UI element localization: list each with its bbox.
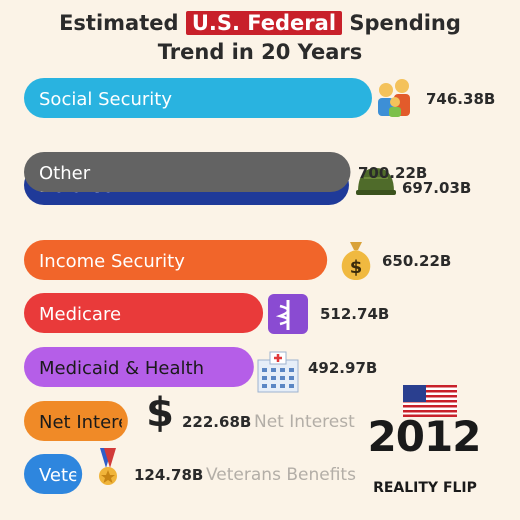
value-label-veterans-benefits: 124.78B — [134, 466, 203, 484]
money-bag-icon: $ — [341, 242, 371, 280]
title-suffix: Spending — [349, 11, 461, 35]
trailing-label-veterans-benefits: Veterans Benefits — [206, 465, 356, 485]
bar-other — [24, 152, 351, 192]
value-label-income-security: 650.22B — [382, 252, 451, 270]
helmet-icon — [356, 168, 396, 195]
bar-label-veterans-benefits: Vete — [39, 465, 79, 486]
bar-social-security — [24, 78, 372, 118]
hospital-icon — [257, 351, 299, 393]
bar-label-social-security: Social Security — [39, 89, 172, 110]
value-label-net-interest: 222.68B — [182, 413, 251, 431]
chart-subtitle: Trend in 20 Years — [157, 40, 363, 64]
value-label-other: 700.22B — [358, 164, 427, 182]
trailing-label-net-interest: Net Interest — [254, 412, 355, 432]
svg-text:$: $ — [146, 390, 174, 436]
bar-medicaid-health — [24, 347, 254, 387]
bar-label-medicare: Medicare — [39, 304, 121, 325]
bar-net-interest — [24, 401, 128, 441]
family-icon — [378, 79, 410, 117]
brand-label: REALITY FLIP — [373, 480, 477, 496]
medical-icon — [268, 294, 308, 334]
bar-income-security — [24, 240, 328, 280]
bar-label-income-security: Income Security — [39, 251, 185, 272]
title-highlight: U.S. Federal — [185, 11, 343, 35]
bar-label-medicaid-health: Medicaid & Health — [39, 358, 204, 379]
value-label-defense: 697.03B — [402, 179, 471, 197]
chart-title: Estimated U.S. Federal Spending — [0, 9, 520, 37]
medal-icon — [99, 448, 117, 485]
value-label-social-security: 746.38B — [426, 90, 495, 108]
title-prefix: Estimated — [59, 11, 179, 35]
value-label-medicare: 512.74B — [320, 305, 389, 323]
bar-label-net-interest: Net Intere — [39, 412, 129, 433]
year-label: 2012 — [367, 412, 482, 461]
bar-label-other: Other — [39, 163, 91, 184]
svg-text:$: $ — [350, 257, 363, 278]
value-label-medicaid-health: 492.97B — [308, 359, 377, 377]
us-flag-icon — [403, 385, 457, 417]
bar-medicare — [24, 293, 264, 333]
dollar-icon: $ — [146, 390, 174, 436]
bar-veterans-benefits — [24, 454, 83, 494]
